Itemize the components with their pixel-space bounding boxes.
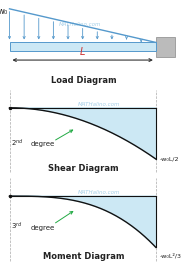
Text: degree: degree: [30, 225, 55, 231]
Bar: [156, 37, 175, 56]
Text: Shear Diagram: Shear Diagram: [48, 164, 119, 173]
Text: MATHalino.com: MATHalino.com: [78, 102, 120, 107]
Bar: [10, 42, 156, 51]
Text: $2^{nd}$: $2^{nd}$: [11, 138, 24, 149]
Polygon shape: [10, 108, 156, 159]
Text: $3^{rd}$: $3^{rd}$: [11, 220, 23, 232]
Text: Moment Diagram: Moment Diagram: [43, 253, 124, 262]
Text: -w₀L²/3: -w₀L²/3: [160, 253, 182, 258]
Text: degree: degree: [30, 141, 55, 147]
Text: L: L: [80, 47, 85, 56]
Text: w₀: w₀: [0, 7, 8, 16]
Text: Load Diagram: Load Diagram: [51, 76, 116, 85]
Text: -w₀L/2: -w₀L/2: [160, 157, 179, 161]
Polygon shape: [10, 196, 156, 247]
Text: MATHalino.com: MATHalino.com: [78, 190, 120, 195]
Text: MATHalino.com: MATHalino.com: [59, 22, 101, 27]
